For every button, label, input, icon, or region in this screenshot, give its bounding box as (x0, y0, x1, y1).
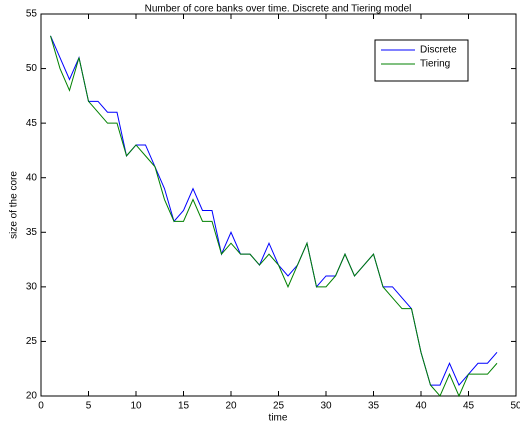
y-tick-label: 20 (26, 391, 38, 402)
chart-title: Number of core banks over time. Discrete… (145, 4, 412, 15)
x-tick-label: 10 (130, 401, 142, 412)
y-tick-label: 45 (26, 118, 38, 129)
x-tick-label: 45 (463, 401, 475, 412)
y-tick-label: 55 (26, 9, 38, 20)
x-tick-label: 35 (368, 401, 380, 412)
y-tick-label: 50 (26, 63, 38, 74)
y-tick-label: 40 (26, 172, 38, 183)
y-tick-label: 30 (26, 281, 38, 292)
legend-label: Discrete (420, 45, 457, 56)
x-tick-label: 15 (178, 401, 190, 412)
x-tick-label: 5 (86, 401, 92, 412)
y-tick-label: 25 (26, 336, 38, 347)
legend-box (374, 39, 469, 82)
x-tick-label: 0 (38, 401, 44, 412)
data-line (50, 35, 498, 398)
y-tick-label: 35 (26, 227, 38, 238)
x-tick-label: 30 (320, 401, 332, 412)
y-axis-label: size of the core (9, 171, 20, 239)
x-tick-label: 25 (273, 401, 285, 412)
x-axis-label: time (269, 413, 288, 424)
x-tick-label: 40 (415, 401, 427, 412)
x-tick-label: 20 (225, 401, 237, 412)
x-tick-label: 50 (510, 401, 520, 412)
legend-label: Tiering (420, 59, 450, 70)
